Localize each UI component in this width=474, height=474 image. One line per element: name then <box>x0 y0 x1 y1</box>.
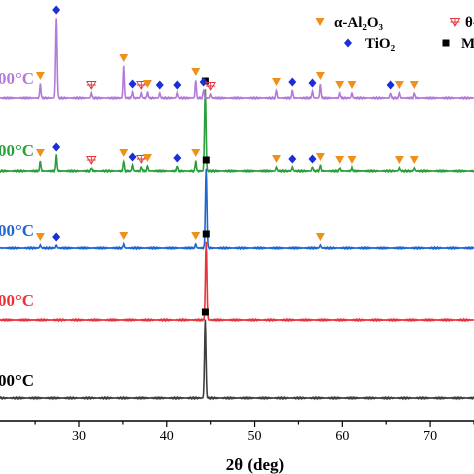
marker-TiO2-3-1 <box>52 142 61 152</box>
x-axis-label: 2θ (deg) <box>226 455 284 474</box>
marker-alpha-3-13 <box>315 153 325 161</box>
marker-alpha-2-3 <box>191 232 201 240</box>
marker-theta-3-2 <box>85 156 97 165</box>
theta-marker-shape <box>85 81 97 90</box>
marker-alpha-2-5 <box>315 233 325 241</box>
marker-TiO2-4-7 <box>155 80 164 90</box>
series-label-2: 00°C <box>0 221 34 240</box>
x-tick-label-50: 50 <box>248 429 262 444</box>
marker-TiO2-3-12 <box>308 154 317 164</box>
legend-label-theta: θ- <box>465 15 474 31</box>
marker-theta-4-11 <box>205 82 216 91</box>
legend-label-alpha: α-Al₂O₃ <box>334 15 384 31</box>
marker-alpha-2-2 <box>119 232 129 240</box>
marker-TiO2-3-7 <box>173 153 182 163</box>
marker-alpha-4-16 <box>335 81 345 89</box>
series-line-1 <box>0 241 474 323</box>
marker-TiO2-4-1 <box>52 5 61 15</box>
x-tick-label-40: 40 <box>160 429 174 444</box>
theta-marker-shape <box>85 156 97 165</box>
marker-alpha-4-3 <box>119 54 129 62</box>
marker-alpha-3-14 <box>335 156 345 164</box>
series-layer <box>0 18 474 401</box>
marker-alpha-3-16 <box>394 156 404 164</box>
marker-M-1-0 <box>202 230 210 238</box>
x-tick-label-30: 30 <box>72 429 86 444</box>
marker-alpha-3-6 <box>142 154 152 162</box>
series-line-0 <box>0 319 474 401</box>
x-tick-label-60: 60 <box>335 429 349 444</box>
marker-theta-4-5 <box>136 81 147 90</box>
legend-marker-M <box>442 39 450 47</box>
series-line-2 <box>0 168 474 251</box>
marker-TiO2-4-8 <box>173 80 182 90</box>
marker-alpha-4-20 <box>409 81 419 89</box>
marker-TiO2-2-1 <box>52 232 61 242</box>
marker-alpha-4-17 <box>347 81 357 89</box>
marker-alpha-3-17 <box>409 156 419 164</box>
marker-TiO2-4-18 <box>386 80 395 90</box>
x-tick-label-70: 70 <box>423 429 437 444</box>
marker-M-2-4 <box>202 156 210 164</box>
legend: α-Al₂O₃ θ- TiO₂ M <box>315 15 474 52</box>
series-label-1: 00°C <box>0 291 34 310</box>
legend-marker-alpha <box>315 18 325 26</box>
legend-label-TiO2: TiO₂ <box>365 36 396 52</box>
theta-marker-shape <box>136 155 147 164</box>
marker-alpha-3-15 <box>347 156 357 164</box>
legend-marker-TiO2 <box>344 38 352 48</box>
marker-alpha-4-9 <box>191 68 201 76</box>
marker-alpha-4-0 <box>35 72 45 80</box>
marker-alpha-3-10 <box>272 155 281 163</box>
marker-theta-4-2 <box>85 81 97 90</box>
marker-alpha-2-0 <box>35 233 45 241</box>
marker-TiO2-4-13 <box>288 77 297 87</box>
series-label-3: 00°C <box>0 141 34 160</box>
marker-TiO2-4-4 <box>128 79 137 89</box>
marker-M-0-0 <box>201 308 209 316</box>
legend-label-M: M <box>461 36 474 52</box>
marker-alpha-3-8 <box>191 149 201 157</box>
series-line-3 <box>0 89 474 174</box>
theta-marker-shape <box>136 81 147 90</box>
theta-marker-shape <box>205 82 216 91</box>
theta-marker-shape <box>449 18 461 27</box>
series-line-4 <box>0 18 474 101</box>
marker-alpha-4-19 <box>394 81 404 89</box>
marker-alpha-4-15 <box>315 72 325 80</box>
marker-alpha-4-6 <box>142 80 152 88</box>
marker-alpha-4-12 <box>272 78 281 86</box>
marker-TiO2-4-14 <box>308 78 317 88</box>
marker-layer <box>35 5 419 316</box>
label-layer: 00°C 00°C 00°C 00°C 00°C <box>0 69 34 390</box>
marker-theta-3-5 <box>136 155 147 164</box>
marker-TiO2-4-10 <box>199 77 208 87</box>
marker-alpha-3-3 <box>119 149 129 157</box>
marker-TiO2-3-11 <box>288 154 297 164</box>
legend-marker-theta <box>449 18 461 27</box>
marker-TiO2-3-4 <box>128 152 137 162</box>
series-label-4: 00°C <box>0 69 34 88</box>
series-label-0: 00°C <box>0 371 34 390</box>
marker-alpha-3-0 <box>35 149 45 157</box>
x-axis: 30 40 50 60 70 <box>0 420 474 444</box>
